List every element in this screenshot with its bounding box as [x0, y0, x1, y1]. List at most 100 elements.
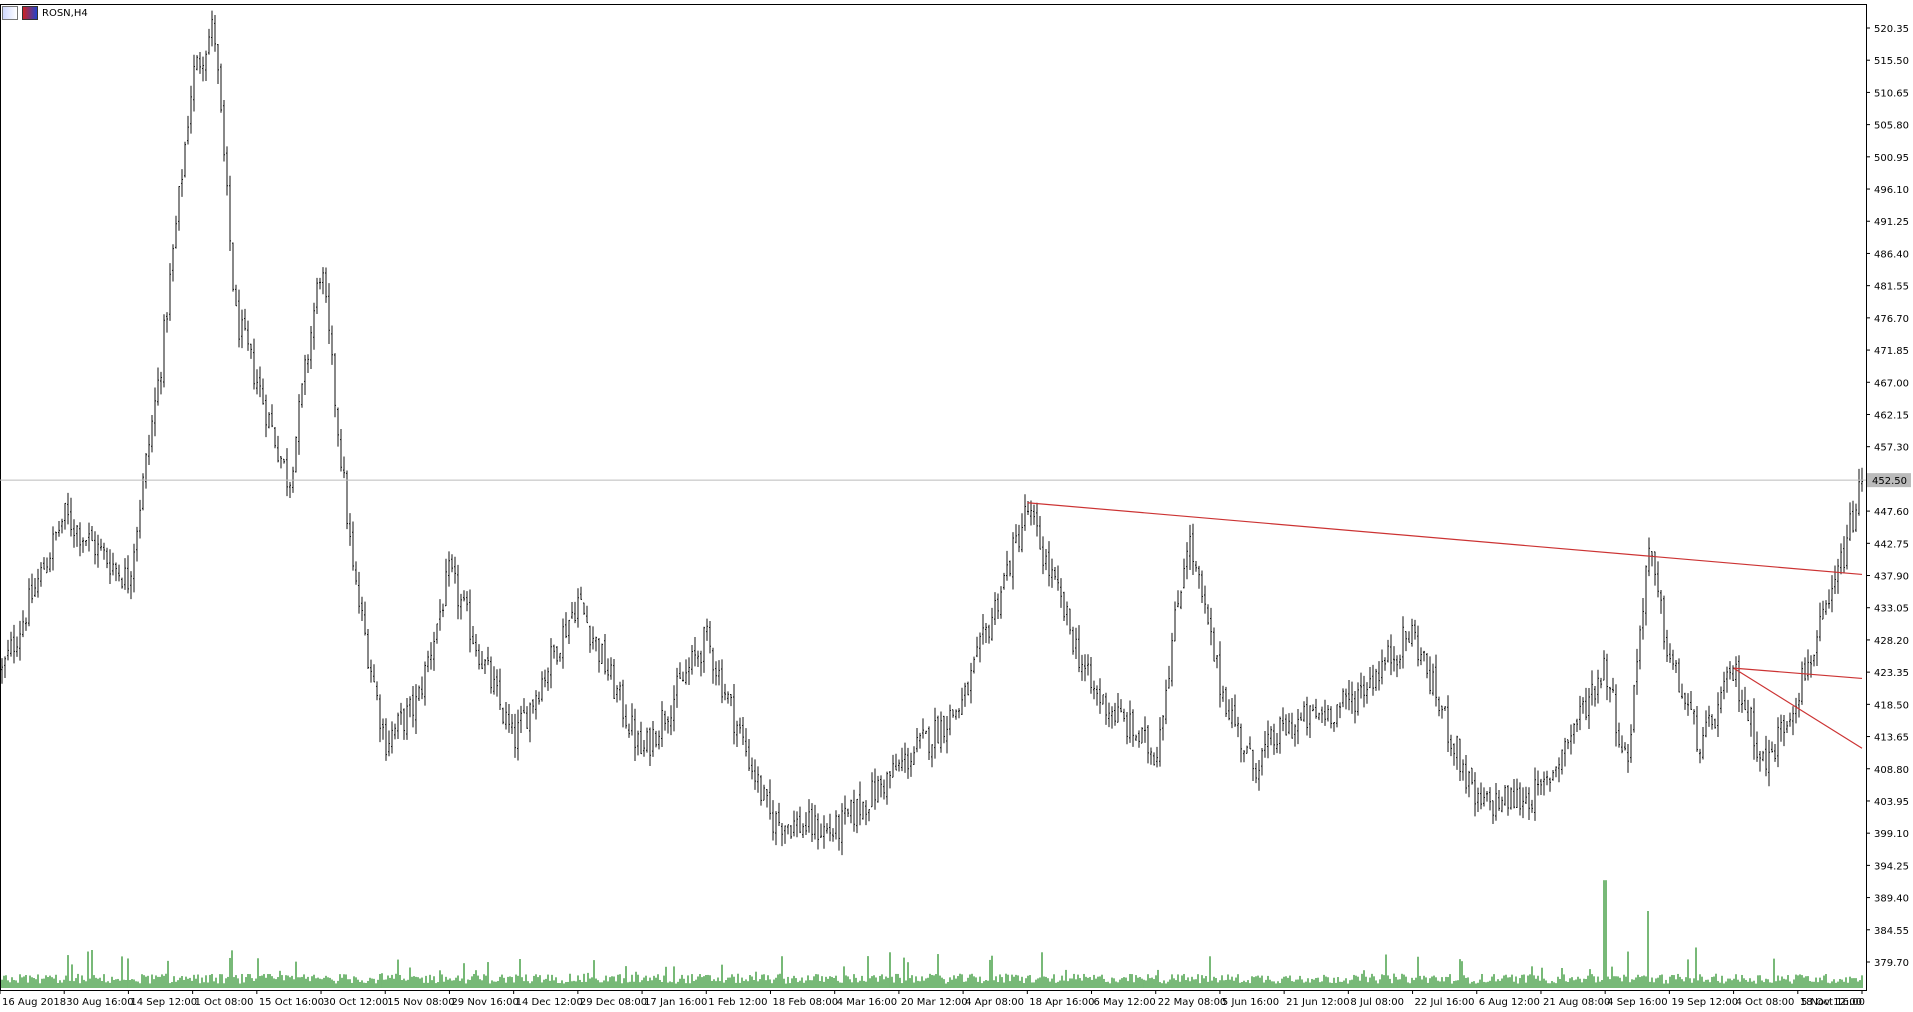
ohlc-bar — [430, 642, 432, 670]
x-tick-label: 4 Mar 16:00 — [837, 997, 897, 1008]
ohlc-bar — [901, 747, 903, 772]
ohlc-bar — [562, 618, 564, 669]
ohlc-bar — [103, 542, 105, 560]
ohlc-bar — [454, 556, 456, 584]
ohlc-bar — [415, 684, 417, 735]
ohlc-bar — [262, 378, 264, 405]
ohlc-bar — [946, 716, 948, 754]
ohlc-bar — [1336, 704, 1338, 728]
ohlc-bar — [1738, 655, 1740, 712]
trendline[interactable] — [1027, 502, 1863, 576]
ohlc-bar — [190, 85, 192, 134]
ohlc-bar — [991, 607, 993, 641]
ohlc-bar — [862, 801, 864, 820]
ohlc-bar — [928, 726, 930, 761]
ohlc-bar — [148, 434, 150, 466]
y-tick-label: 500.95 — [1874, 153, 1909, 164]
ohlc-bar — [1102, 694, 1104, 705]
chart-bars-icon[interactable] — [22, 6, 38, 20]
ohlc-bar — [70, 497, 72, 537]
ohlc-bar — [484, 659, 486, 675]
ohlc-bar — [541, 671, 543, 702]
ohlc-bar — [1450, 734, 1452, 757]
ohlc-bar — [49, 552, 51, 573]
ohlc-bar — [28, 578, 30, 627]
x-tick-label: 1 Feb 12:00 — [708, 997, 767, 1008]
ohlc-bar — [931, 744, 933, 768]
ohlc-bar — [781, 822, 783, 847]
ohlc-bar — [403, 708, 405, 740]
ohlc-bar — [757, 766, 759, 793]
ohlc-bar — [1036, 502, 1038, 537]
ohlc-bar — [1840, 543, 1842, 575]
ohlc-bar — [1243, 749, 1245, 763]
ohlc-bar — [1237, 716, 1239, 738]
x-tick-label: 1 Oct 08:00 — [195, 997, 254, 1008]
ohlc-bar — [1315, 698, 1317, 719]
trendline[interactable] — [1733, 667, 1863, 680]
ohlc-bar — [289, 481, 291, 499]
ohlc-bar — [76, 524, 78, 547]
ohlc-bar — [532, 699, 534, 714]
ohlc-bar — [1399, 654, 1401, 670]
ohlc-bar — [226, 146, 228, 196]
x-tick-label: 14 Sep 12:00 — [130, 997, 197, 1008]
ohlc-bar — [193, 54, 195, 112]
ohlc-bar — [223, 100, 225, 162]
ohlc-bar — [712, 647, 714, 684]
ohlc-bar — [355, 561, 357, 585]
ohlc-bar — [868, 809, 870, 822]
ohlc-bar — [1519, 782, 1521, 816]
ohlc-bar — [1843, 536, 1845, 574]
x-tick-label: 4 Sep 16:00 — [1607, 997, 1667, 1008]
x-tick-label: 21 Aug 08:00 — [1543, 997, 1610, 1008]
ohlc-bar — [1798, 692, 1800, 718]
ohlc-bar — [301, 383, 303, 408]
ohlc-bar — [208, 28, 210, 55]
chart-window-icon[interactable] — [2, 6, 18, 20]
ohlc-bar — [1777, 717, 1779, 768]
ohlc-bar — [196, 55, 198, 71]
ohlc-bar — [130, 571, 132, 600]
y-tick-label: 437.90 — [1874, 572, 1909, 583]
ohlc-bar — [1816, 630, 1818, 667]
ohlc-bar — [1594, 686, 1596, 707]
ohlc-bar — [478, 644, 480, 670]
ohlc-bar — [367, 628, 369, 670]
ohlc-bar — [100, 538, 102, 551]
ohlc-bar — [1462, 759, 1464, 781]
ohlc-bar — [13, 624, 15, 664]
ohlc-bar — [823, 815, 825, 849]
ohlc-bar — [346, 470, 348, 530]
ohlc-bar — [232, 242, 234, 292]
ohlc-bar — [1201, 570, 1203, 604]
ohlc-bar — [952, 709, 954, 718]
ohlc-bar — [1546, 770, 1548, 786]
ohlc-bar — [1144, 716, 1146, 743]
ohlc-bar — [142, 473, 144, 511]
ohlc-bar — [445, 558, 447, 607]
ohlc-bar — [598, 637, 600, 673]
ohlc-bar — [766, 789, 768, 808]
ohlc-bar — [589, 625, 591, 653]
ohlc-bar — [1003, 572, 1005, 590]
ohlc-bar — [1534, 767, 1536, 821]
ohlc-bar — [856, 798, 858, 834]
ohlc-bar — [622, 679, 624, 728]
ohlc-bar — [742, 717, 744, 746]
ohlc-bar — [1189, 524, 1191, 571]
ohlc-bar — [1111, 706, 1113, 729]
trendline[interactable] — [1733, 667, 1863, 749]
ohlc-bar — [145, 452, 147, 489]
ohlc-bar — [649, 727, 651, 766]
ohlc-bar — [1711, 714, 1713, 730]
ohlc-bar — [1540, 778, 1542, 795]
x-tick-label: 14 Dec 12:00 — [516, 997, 583, 1008]
x-tick-label: 5 Nov 12:00 — [1801, 997, 1862, 1008]
ohlc-bar — [592, 626, 594, 650]
ohlc-bar — [1132, 709, 1134, 747]
ohlc-bar — [124, 558, 126, 590]
ohlc-bar — [1429, 656, 1431, 695]
ohlc-bar — [1276, 733, 1278, 754]
